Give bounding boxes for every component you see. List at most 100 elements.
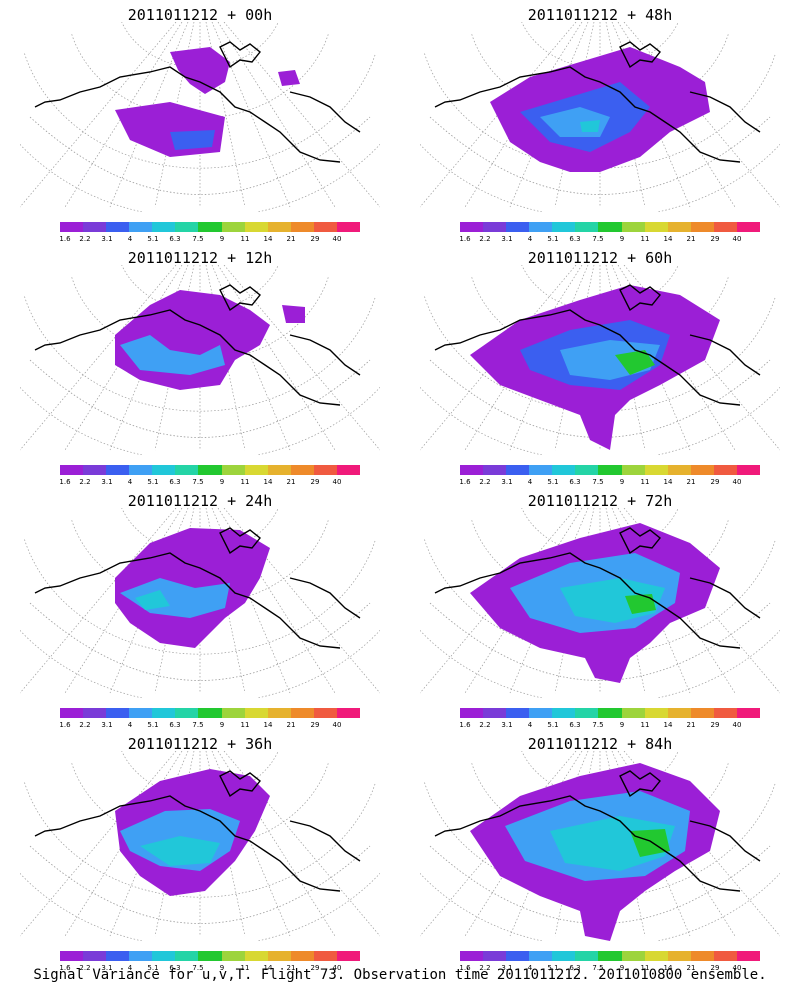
colorbar-segment	[736, 708, 761, 718]
colorbar	[460, 951, 761, 961]
colorbar-segment	[506, 222, 530, 232]
colorbar-segment	[336, 222, 361, 232]
colorbar-tick-label: 29	[310, 721, 320, 729]
colorbar-segment	[483, 708, 507, 718]
colorbar-segment	[83, 222, 107, 232]
colorbar-tick-label: 29	[310, 478, 320, 486]
colorbar-tick-label: 11	[640, 478, 650, 486]
colorbar-tick-label: 40	[732, 721, 742, 729]
colorbar-segment	[267, 951, 291, 961]
colorbar-tick-label: 4	[127, 721, 133, 729]
variance-field-region	[120, 335, 225, 375]
colorbar-tick-label: 29	[310, 964, 320, 972]
figure-caption: Signal Variance for u,v,T. Flight 73. Ob…	[33, 967, 767, 983]
colorbar-segment	[313, 708, 337, 718]
colorbar-tick-label: 6.3	[169, 721, 181, 729]
colorbar-segment	[221, 465, 245, 475]
colorbar-tick-label: 7.5	[192, 964, 204, 972]
colorbar-segment	[690, 465, 714, 475]
colorbar-segment	[129, 222, 153, 232]
colorbar-segment	[621, 951, 645, 961]
colorbar-segment	[506, 708, 530, 718]
colorbar-tick-label: 9	[219, 478, 225, 486]
colorbar-labels: 1.6 2.2 3.1 4 5.1 6.3 7.5 9 11 14 21 29 40	[459, 235, 760, 245]
colorbar-tick-label: 7.5	[592, 721, 604, 729]
colorbar-segment	[290, 708, 314, 718]
variance-field-region	[615, 350, 655, 375]
colorbar-tick-label: 21	[286, 964, 296, 972]
colorbar-segment	[552, 951, 576, 961]
colorbar-tick-label: 7.5	[192, 235, 204, 243]
forecast-36h-map	[20, 751, 380, 941]
colorbar-segment	[736, 222, 761, 232]
coastline	[434, 284, 761, 406]
colorbar-segment	[129, 951, 153, 961]
colorbar-tick-label: 6.3	[169, 235, 181, 243]
colorbar-tick-label: 1.6	[59, 964, 71, 972]
colorbar-segment	[290, 465, 314, 475]
colorbar-segment	[129, 708, 153, 718]
colorbar-tick-label: 4	[527, 235, 533, 243]
colorbar-tick-label: 21	[686, 235, 696, 243]
colorbar-tick-label: 1.6	[459, 964, 471, 972]
map-panel: 2011011212 + 12h 1.6 2.2 3.1 4 5.1 6.3 7.5 9 11 14…	[0, 243, 400, 486]
colorbar-tick-label: 5.1	[547, 721, 559, 729]
panel-title: 2011011212 + 12h	[127, 249, 273, 267]
colorbar-segment	[621, 222, 645, 232]
colorbar-segment	[529, 951, 553, 961]
colorbar-tick-label: 40	[332, 235, 342, 243]
colorbar-segment	[552, 708, 576, 718]
colorbar-segment	[736, 951, 761, 961]
colorbar-tick-label: 14	[263, 964, 273, 972]
colorbar-segment	[175, 951, 199, 961]
colorbar-tick-label: 11	[640, 235, 650, 243]
colorbar-segment	[713, 222, 737, 232]
variance-field-region	[625, 594, 656, 614]
colorbar-tick-label: 40	[332, 964, 342, 972]
colorbar-tick-label: 21	[286, 478, 296, 486]
colorbar-segment	[644, 951, 668, 961]
colorbar-segment	[552, 465, 576, 475]
variance-field-region	[580, 120, 600, 132]
colorbar-tick-label: 4	[527, 478, 533, 486]
colorbar-segment	[83, 951, 107, 961]
colorbar-tick-label: 9	[619, 235, 625, 243]
colorbar-tick-label: 1.6	[59, 235, 71, 243]
colorbar-segment	[60, 708, 84, 718]
colorbar-segment	[83, 708, 107, 718]
colorbar-segment	[175, 222, 199, 232]
colorbar-tick-label: 7.5	[592, 235, 604, 243]
colorbar-segment	[313, 951, 337, 961]
variance-field-region	[170, 130, 215, 150]
colorbar-tick-label: 29	[710, 964, 720, 972]
map-panel: 2011011212 + 72h 1.6 2.2 3.1 4 5.1 6.3 7.5 9 11 14…	[400, 486, 800, 729]
colorbar-segment	[575, 222, 599, 232]
forecast-60h-map	[420, 265, 780, 455]
variance-field-region	[170, 47, 230, 94]
colorbar-tick-label: 7.5	[592, 478, 604, 486]
colorbar-tick-label: 6.3	[569, 235, 581, 243]
colorbar-segment	[598, 222, 622, 232]
colorbar-segment	[336, 465, 361, 475]
colorbar-tick-label: 40	[732, 235, 742, 243]
colorbar-tick-label: 21	[686, 478, 696, 486]
forecast-12h-map	[20, 265, 380, 455]
colorbar-tick-label: 3.1	[101, 721, 113, 729]
panel-title: 2011011212 + 48h	[527, 6, 673, 24]
colorbar-tick-label: 4	[127, 478, 133, 486]
colorbar-labels: 1.6 2.2 3.1 4 5.1 6.3 7.5 9 11 14 21 29 40	[459, 964, 760, 974]
map-panel: 2011011212 + 00h 1.6 2.2 3.1 4 5.1 6.3 7.5 9 11 14…	[0, 0, 400, 243]
colorbar-segment	[621, 708, 645, 718]
colorbar-segment	[267, 708, 291, 718]
panel-title: 2011011212 + 00h	[127, 6, 273, 24]
panel-title: 2011011212 + 24h	[127, 492, 273, 510]
forecast-24h-map	[20, 508, 380, 698]
colorbar-tick-label: 40	[732, 478, 742, 486]
colorbar-segment	[736, 465, 761, 475]
colorbar-tick-label: 3.1	[101, 478, 113, 486]
colorbar-segment	[644, 222, 668, 232]
coastline	[434, 41, 761, 163]
colorbar-segment	[690, 222, 714, 232]
forecast-00h-map	[20, 22, 380, 212]
colorbar-tick-label: 40	[332, 478, 342, 486]
